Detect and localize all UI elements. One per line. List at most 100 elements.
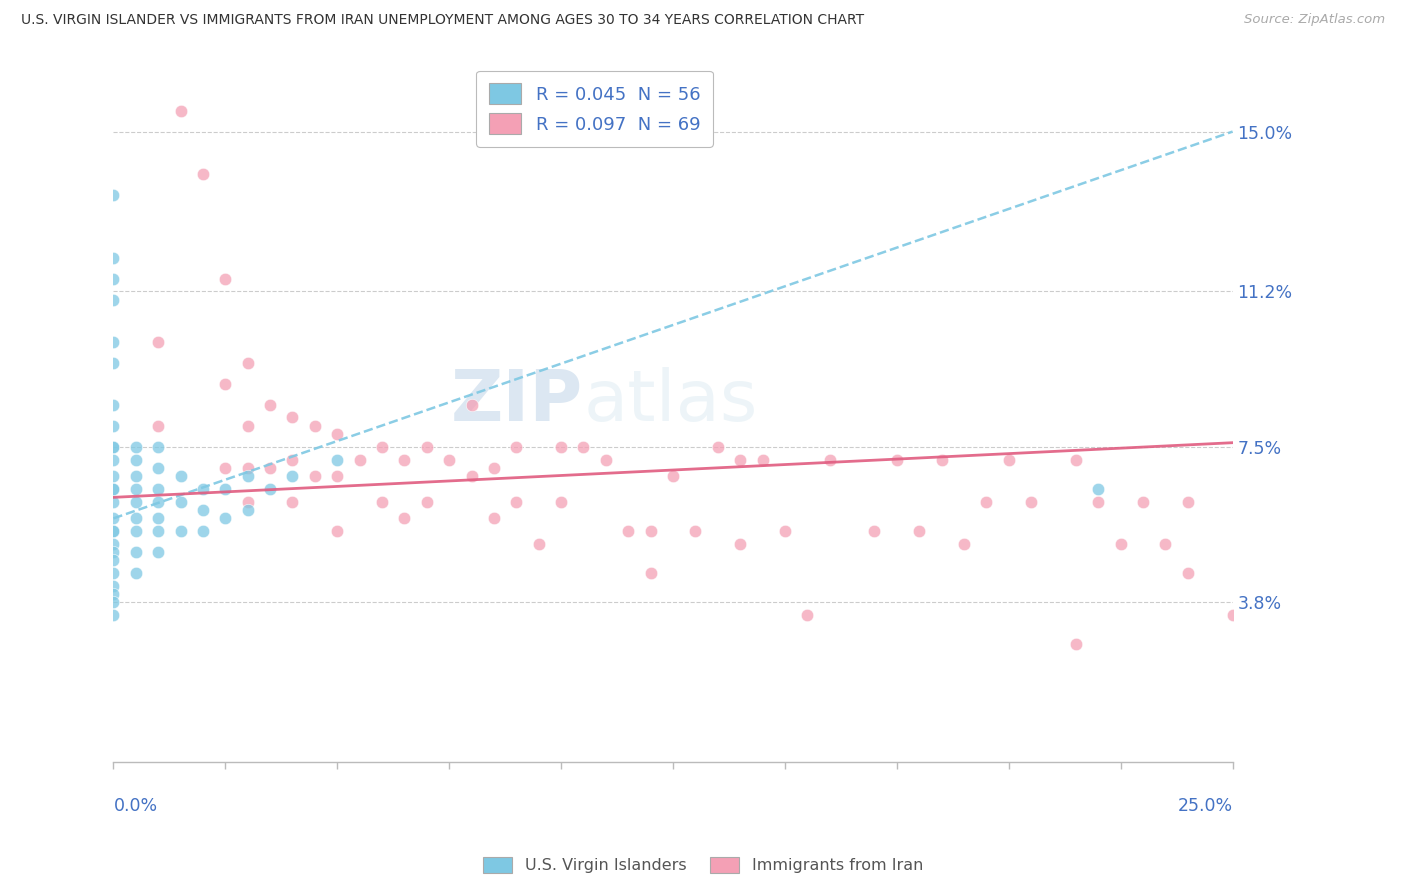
Point [214,511,236,525]
Point [103,398,125,412]
Point [191,167,214,181]
Point [103,251,125,265]
Point [148,334,170,349]
Point [304,469,326,483]
Point [236,418,259,433]
Point [236,461,259,475]
Point [103,440,125,454]
Text: atlas: atlas [583,367,758,436]
Point [214,271,236,285]
Point [169,103,191,118]
Point [728,536,751,550]
Point [326,427,349,442]
Point [103,524,125,538]
Point [326,524,349,538]
Point [103,545,125,559]
Point [169,494,191,508]
Point [214,376,236,391]
Text: ZIP: ZIP [451,367,583,436]
Point [505,494,527,508]
Point [394,511,416,525]
Point [103,553,125,567]
Point [148,545,170,559]
Point [976,494,998,508]
Point [169,524,191,538]
Point [1132,494,1154,508]
Point [125,545,148,559]
Point [148,511,170,525]
Point [751,452,773,467]
Point [103,334,125,349]
Point [908,524,931,538]
Point [728,452,751,467]
Point [416,494,439,508]
Point [103,587,125,601]
Point [103,536,125,550]
Point [997,452,1019,467]
Point [103,579,125,593]
Point [191,524,214,538]
Point [482,511,505,525]
Point [953,536,976,550]
Point [103,494,125,508]
Point [371,494,394,508]
Point [1154,536,1177,550]
Point [281,410,304,425]
Point [103,482,125,496]
Point [505,440,527,454]
Point [103,482,125,496]
Point [416,440,439,454]
Point [371,440,394,454]
Point [640,524,662,538]
Point [437,452,460,467]
Point [259,461,281,475]
Legend: U.S. Virgin Islanders, Immigrants from Iran: U.S. Virgin Islanders, Immigrants from I… [477,850,929,880]
Point [886,452,908,467]
Point [103,187,125,202]
Point [125,511,148,525]
Point [125,440,148,454]
Point [1064,452,1087,467]
Point [640,566,662,580]
Point [236,356,259,370]
Point [460,469,482,483]
Point [103,440,125,454]
Point [326,452,349,467]
Point [103,608,125,623]
Point [103,511,125,525]
Point [148,418,170,433]
Point [125,469,148,483]
Point [125,452,148,467]
Legend: R = 0.045  N = 56, R = 0.097  N = 69: R = 0.045 N = 56, R = 0.097 N = 69 [477,70,713,146]
Point [818,452,841,467]
Point [281,469,304,483]
Point [191,503,214,517]
Text: 0.0%: 0.0% [114,797,157,815]
Point [148,524,170,538]
Point [214,461,236,475]
Point [595,452,617,467]
Point [1177,494,1199,508]
Point [662,469,685,483]
Point [103,293,125,307]
Point [1177,566,1199,580]
Point [103,469,125,483]
Point [103,595,125,609]
Point [685,524,707,538]
Point [103,452,125,467]
Point [103,524,125,538]
Point [460,398,482,412]
Point [617,524,640,538]
Point [304,418,326,433]
Point [191,482,214,496]
Point [550,494,572,508]
Point [931,452,953,467]
Point [796,608,818,623]
Point [125,566,148,580]
Point [236,503,259,517]
Point [103,418,125,433]
Point [214,482,236,496]
Point [236,469,259,483]
Point [550,440,572,454]
Point [1019,494,1042,508]
